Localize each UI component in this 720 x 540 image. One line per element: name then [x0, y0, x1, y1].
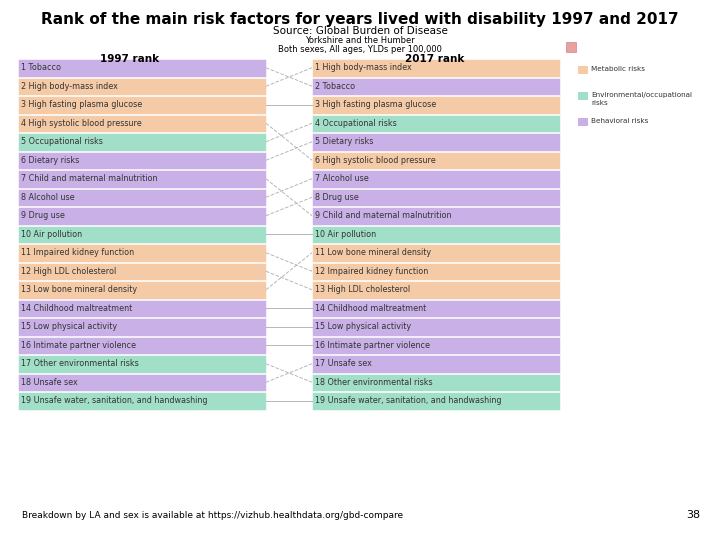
- Bar: [312, 374, 560, 391]
- Text: 18 Unsafe sex: 18 Unsafe sex: [21, 378, 78, 387]
- Text: Rank of the main risk factors for years lived with disability 1997 and 2017: Rank of the main risk factors for years …: [41, 12, 679, 27]
- Bar: [312, 355, 560, 373]
- Text: 18 Other environmental risks: 18 Other environmental risks: [315, 378, 433, 387]
- Text: Environmental/occupational: Environmental/occupational: [591, 92, 692, 98]
- Bar: [18, 281, 266, 299]
- Text: 5 Dietary risks: 5 Dietary risks: [315, 137, 374, 146]
- Bar: [18, 114, 266, 132]
- Bar: [18, 152, 266, 169]
- Text: 14 Childhood maltreatment: 14 Childhood maltreatment: [21, 303, 132, 313]
- Text: 12 Impaired kidney function: 12 Impaired kidney function: [315, 267, 428, 276]
- Bar: [312, 244, 560, 261]
- Bar: [18, 262, 266, 280]
- Text: 6 Dietary risks: 6 Dietary risks: [21, 156, 79, 165]
- Text: 4 Occupational risks: 4 Occupational risks: [315, 119, 397, 128]
- Text: 10 Air pollution: 10 Air pollution: [21, 230, 82, 239]
- Bar: [312, 262, 560, 280]
- Text: 9 Child and maternal malnutrition: 9 Child and maternal malnutrition: [315, 211, 451, 220]
- Bar: [312, 188, 560, 206]
- Text: 7 Alcohol use: 7 Alcohol use: [315, 174, 369, 183]
- Text: 15 Low physical activity: 15 Low physical activity: [21, 322, 117, 331]
- Bar: [18, 355, 266, 373]
- Bar: [578, 92, 588, 100]
- Text: 10 Air pollution: 10 Air pollution: [315, 230, 376, 239]
- Text: risks: risks: [591, 100, 608, 106]
- Bar: [312, 318, 560, 335]
- Text: 8 Drug use: 8 Drug use: [315, 193, 359, 202]
- Bar: [18, 96, 266, 113]
- Bar: [312, 133, 560, 151]
- Text: 6 High systolic blood pressure: 6 High systolic blood pressure: [315, 156, 436, 165]
- Bar: [312, 59, 560, 77]
- Bar: [312, 336, 560, 354]
- Text: 17 Unsafe sex: 17 Unsafe sex: [315, 359, 372, 368]
- Text: 15 Low physical activity: 15 Low physical activity: [315, 322, 411, 331]
- Text: 14 Childhood maltreatment: 14 Childhood maltreatment: [315, 303, 426, 313]
- Text: 5 Occupational risks: 5 Occupational risks: [21, 137, 103, 146]
- Text: 1 High body-mass index: 1 High body-mass index: [315, 63, 412, 72]
- Bar: [18, 374, 266, 391]
- Text: Metabolic risks: Metabolic risks: [591, 66, 645, 72]
- Text: 16 Intimate partner violence: 16 Intimate partner violence: [315, 341, 430, 350]
- Text: 38: 38: [686, 510, 700, 520]
- Bar: [18, 318, 266, 335]
- Bar: [18, 59, 266, 77]
- Bar: [312, 300, 560, 317]
- Text: 13 High LDL cholesterol: 13 High LDL cholesterol: [315, 285, 410, 294]
- Text: Behavioral risks: Behavioral risks: [591, 118, 649, 124]
- Text: 11 Low bone mineral density: 11 Low bone mineral density: [315, 248, 431, 257]
- Text: 2 Tobacco: 2 Tobacco: [315, 82, 355, 91]
- Bar: [18, 207, 266, 225]
- Bar: [312, 281, 560, 299]
- Text: 13 Low bone mineral density: 13 Low bone mineral density: [21, 285, 137, 294]
- Bar: [312, 170, 560, 187]
- Text: Both sexes, All ages, YLDs per 100,000: Both sexes, All ages, YLDs per 100,000: [278, 45, 442, 54]
- Text: 1 Tobacco: 1 Tobacco: [21, 63, 61, 72]
- Text: Source: Global Burden of Disease: Source: Global Burden of Disease: [273, 26, 447, 36]
- Text: 17 Other environmental risks: 17 Other environmental risks: [21, 359, 139, 368]
- Text: 19 Unsafe water, sanitation, and handwashing: 19 Unsafe water, sanitation, and handwas…: [21, 396, 207, 405]
- Bar: [312, 207, 560, 225]
- Bar: [578, 118, 588, 126]
- Bar: [18, 78, 266, 95]
- Text: 8 Alcohol use: 8 Alcohol use: [21, 193, 75, 202]
- Text: 3 High fasting plasma glucose: 3 High fasting plasma glucose: [21, 100, 143, 109]
- Text: 11 Impaired kidney function: 11 Impaired kidney function: [21, 248, 134, 257]
- Text: 2 High body-mass index: 2 High body-mass index: [21, 82, 118, 91]
- Text: 2017 rank: 2017 rank: [405, 54, 464, 64]
- Text: 9 Drug use: 9 Drug use: [21, 211, 65, 220]
- Bar: [18, 336, 266, 354]
- Text: 16 Intimate partner violence: 16 Intimate partner violence: [21, 341, 136, 350]
- Bar: [312, 78, 560, 95]
- Bar: [578, 66, 588, 74]
- Text: 19 Unsafe water, sanitation, and handwashing: 19 Unsafe water, sanitation, and handwas…: [315, 396, 502, 405]
- Bar: [18, 300, 266, 317]
- Text: 4 High systolic blood pressure: 4 High systolic blood pressure: [21, 119, 142, 128]
- Bar: [312, 152, 560, 169]
- Text: 12 High LDL cholesterol: 12 High LDL cholesterol: [21, 267, 116, 276]
- Bar: [312, 392, 560, 409]
- Bar: [312, 96, 560, 113]
- Bar: [566, 42, 576, 52]
- Text: Yorkshire and the Humber: Yorkshire and the Humber: [305, 36, 415, 45]
- Text: 7 Child and maternal malnutrition: 7 Child and maternal malnutrition: [21, 174, 158, 183]
- Bar: [18, 392, 266, 409]
- Text: 1997 rank: 1997 rank: [100, 54, 160, 64]
- Bar: [18, 226, 266, 243]
- Bar: [18, 133, 266, 151]
- Bar: [18, 170, 266, 187]
- Bar: [18, 188, 266, 206]
- Text: Breakdown by LA and sex is available at https://vizhub.healthdata.org/gbd-compar: Breakdown by LA and sex is available at …: [22, 511, 403, 520]
- Text: 3 High fasting plasma glucose: 3 High fasting plasma glucose: [315, 100, 436, 109]
- Bar: [312, 226, 560, 243]
- Bar: [18, 244, 266, 261]
- Bar: [312, 114, 560, 132]
